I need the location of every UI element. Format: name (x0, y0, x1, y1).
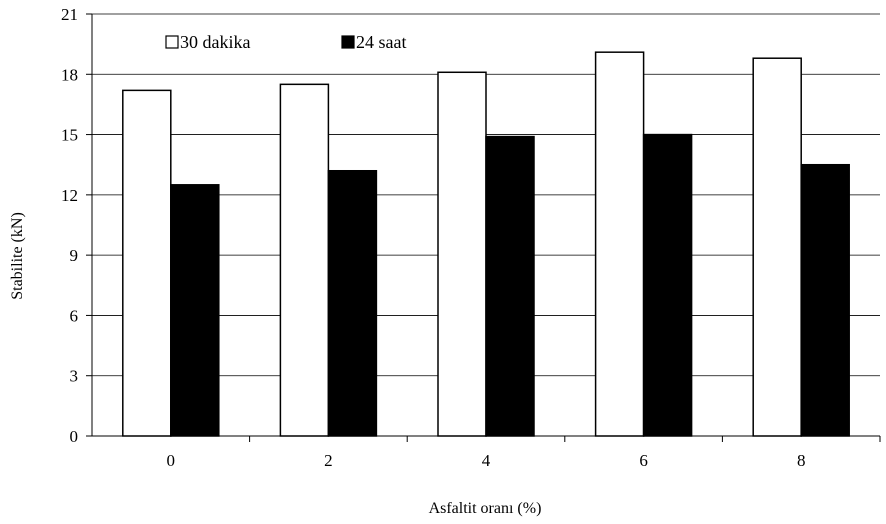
y-tick-label-9: 9 (70, 246, 79, 265)
bar-30-dakika-6 (596, 52, 644, 436)
bars (123, 52, 849, 436)
y-tick-label-15: 15 (61, 126, 78, 145)
bar-30-dakika-2 (280, 84, 328, 436)
legend-label-30-dakika: 30 dakika (180, 32, 250, 52)
y-tick-label-21: 21 (61, 5, 78, 24)
x-tick-label-0: 0 (167, 451, 176, 470)
x-axis-label: Asfaltit oranı (%) (429, 500, 542, 517)
y-tick-label-18: 18 (61, 65, 78, 84)
legend-swatch-24-saat (342, 36, 354, 48)
y-tick-label-6: 6 (70, 306, 79, 325)
bar-24-saat-2 (328, 171, 376, 436)
y-axis-label: Stabilite (kN) (9, 212, 26, 300)
legend: 30 dakika 24 saat (166, 32, 406, 52)
legend-label-24-saat: 24 saat (356, 32, 406, 52)
bar-24-saat-0 (171, 185, 219, 436)
x-tick-labels: 0 2 4 6 8 (167, 451, 806, 470)
x-tick-label-6: 6 (639, 451, 648, 470)
y-tick-labels: 0 3 6 9 12 15 18 21 (61, 5, 78, 446)
legend-swatch-30-dakika (166, 36, 178, 48)
y-tick-label-12: 12 (61, 186, 78, 205)
x-tick-label-4: 4 (482, 451, 491, 470)
bar-30-dakika-8 (753, 58, 801, 436)
bar-24-saat-6 (644, 135, 692, 436)
x-tick-label-2: 2 (324, 451, 333, 470)
bar-24-saat-4 (486, 137, 534, 436)
y-tick-label-0: 0 (70, 427, 79, 446)
x-tick-label-8: 8 (797, 451, 806, 470)
bar-30-dakika-4 (438, 72, 486, 436)
y-tick-label-3: 3 (70, 367, 79, 386)
bar-30-dakika-0 (123, 90, 171, 436)
bar-24-saat-8 (801, 165, 849, 436)
